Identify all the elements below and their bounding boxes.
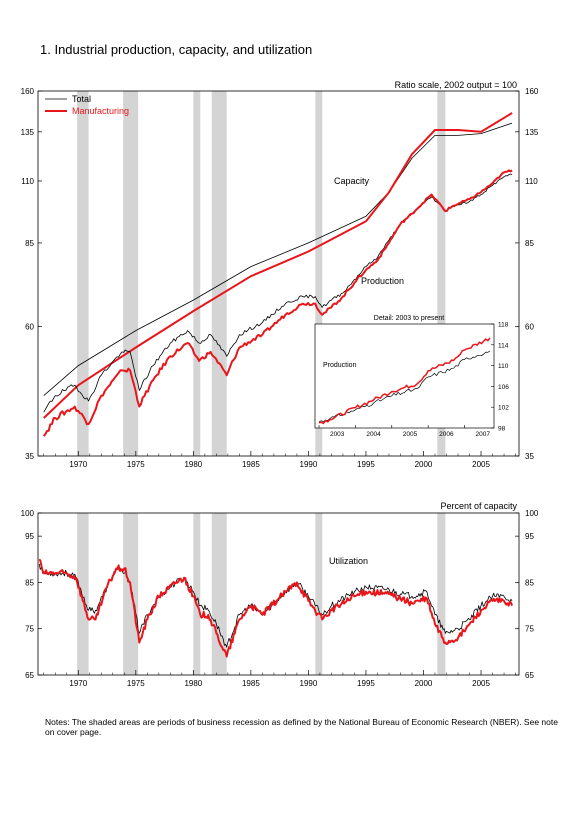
top-y-tick-label-left: 135 (21, 128, 35, 137)
legend-total-label: Total (72, 94, 91, 104)
top-x-tick-label: 1985 (242, 460, 260, 469)
bottom-recession-band (193, 513, 201, 675)
bottom-recession-band (315, 513, 323, 675)
utilization-manufacturing-line (38, 558, 514, 658)
bottom-recession-band (123, 513, 139, 675)
top-x-tick-label: 2000 (415, 460, 433, 469)
inset-detail-chart: Detail: 2003 to present Production 98 102… (314, 315, 509, 438)
top-recession-band (315, 91, 323, 456)
inset-series-lines (318, 337, 491, 425)
top-plot-frame (37, 90, 520, 457)
manufacturing-capacity-line (43, 112, 513, 419)
bottom-y-tick-label-left: 85 (25, 578, 34, 587)
top-y-tick-label-right: 35 (525, 452, 534, 461)
legend-manufacturing-label: Manufacturing (72, 106, 129, 116)
inset-axis-ticks: 98 102 106 110 114 118 2003 2004 2005 2006 2007 (318, 322, 509, 438)
bottom-x-tick-label: 1990 (300, 679, 318, 688)
bottom-x-tick-label: 1980 (184, 679, 202, 688)
bottom-axis-ticks: 65 65 75 75 85 85 95 95 100 100 1970 1975 1980 1985 19… (21, 509, 539, 688)
top-y-tick-label-left: 110 (21, 177, 34, 186)
bottom-y-tick-label-right: 65 (525, 671, 534, 680)
top-series-lines (42, 112, 513, 437)
top-scale-note: Ratio scale, 2002 output = 100 (395, 80, 517, 90)
bottom-scale-note: Percent of capacity (440, 501, 517, 511)
inset-manufacturing-line (318, 337, 491, 425)
top-legend: Total Manufacturing (45, 94, 129, 116)
inset-y-tick-label: 102 (498, 405, 509, 412)
bottom-y-tick-label-right: 75 (525, 625, 534, 634)
top-x-tick-label: 1990 (300, 460, 318, 469)
top-recession-bands (77, 91, 446, 456)
chart-title: 1. Industrial production, capacity, and … (40, 42, 313, 57)
utilization-label: Utilization (329, 556, 368, 566)
production-label: Production (361, 276, 404, 286)
bottom-y-tick-label-left: 75 (25, 625, 34, 634)
top-y-tick-label-left: 160 (21, 87, 35, 96)
bottom-y-tick-label-right: 100 (525, 509, 539, 518)
top-axis-ticks: 35 35 60 60 85 85 110 110 135 135 160 160 1970 1975 19… (21, 87, 539, 469)
top-y-tick-label-left: 60 (25, 323, 34, 332)
bottom-x-tick-label: 1985 (242, 679, 260, 688)
total-capacity-line (43, 122, 513, 396)
chart-notes: Notes: The shaded areas are periods of b… (45, 717, 558, 737)
top-x-tick-label: 1980 (184, 460, 202, 469)
bottom-x-tick-label: 2005 (472, 679, 490, 688)
inset-y-tick-label: 118 (498, 322, 509, 329)
top-x-tick-label: 1975 (127, 460, 145, 469)
inset-x-tick-label: 2005 (403, 431, 418, 438)
bottom-y-tick-label-right: 85 (525, 578, 534, 587)
top-x-tick-label: 2005 (472, 460, 490, 469)
top-y-tick-label-right: 135 (525, 128, 539, 137)
inset-total-line (318, 350, 491, 423)
bottom-y-tick-label-left: 95 (25, 532, 34, 541)
bottom-x-tick-label: 1995 (357, 679, 375, 688)
top-y-tick-label-right: 160 (525, 87, 539, 96)
top-y-tick-label-right: 60 (525, 323, 534, 332)
bottom-series-lines (38, 558, 514, 658)
inset-y-tick-label: 106 (498, 384, 509, 391)
inset-x-tick-label: 2003 (330, 431, 345, 438)
inset-title: Detail: 2003 to present (374, 315, 444, 322)
top-recession-band (77, 91, 89, 456)
inset-y-tick-label: 114 (498, 342, 509, 349)
top-recession-band (211, 91, 227, 456)
inset-y-tick-label: 110 (498, 363, 509, 370)
bottom-recession-bands (77, 513, 446, 675)
inset-production-label: Production (323, 362, 357, 369)
bottom-y-tick-label-left: 65 (25, 671, 34, 680)
top-y-tick-label-right: 110 (525, 177, 538, 186)
top-y-tick-label-left: 85 (25, 239, 34, 248)
bottom-y-tick-label-right: 95 (525, 532, 534, 541)
inset-x-tick-label: 2004 (366, 431, 381, 438)
top-x-tick-label: 1995 (357, 460, 375, 469)
bottom-x-tick-label: 2000 (415, 679, 433, 688)
bottom-plot-frame (37, 512, 520, 676)
bottom-y-tick-label-left: 100 (21, 509, 35, 518)
bottom-recession-band (77, 513, 89, 675)
top-recession-band (123, 91, 139, 456)
top-x-tick-label: 1970 (69, 460, 87, 469)
bottom-x-tick-label: 1970 (69, 679, 87, 688)
inset-x-tick-label: 2007 (475, 431, 490, 438)
inset-x-tick-label: 2006 (439, 431, 454, 438)
capacity-label: Capacity (334, 176, 370, 186)
total-production-line (43, 173, 513, 413)
bottom-x-tick-label: 1975 (127, 679, 145, 688)
top-recession-band (193, 91, 201, 456)
manufacturing-production-line (42, 169, 513, 437)
bottom-recession-band (211, 513, 227, 675)
top-y-tick-label-left: 35 (25, 452, 34, 461)
bottom-recession-band (437, 513, 446, 675)
inset-y-tick-label: 98 (498, 426, 506, 433)
inset-frame (314, 323, 495, 429)
top-y-tick-label-right: 85 (525, 239, 534, 248)
top-recession-band (437, 91, 446, 456)
